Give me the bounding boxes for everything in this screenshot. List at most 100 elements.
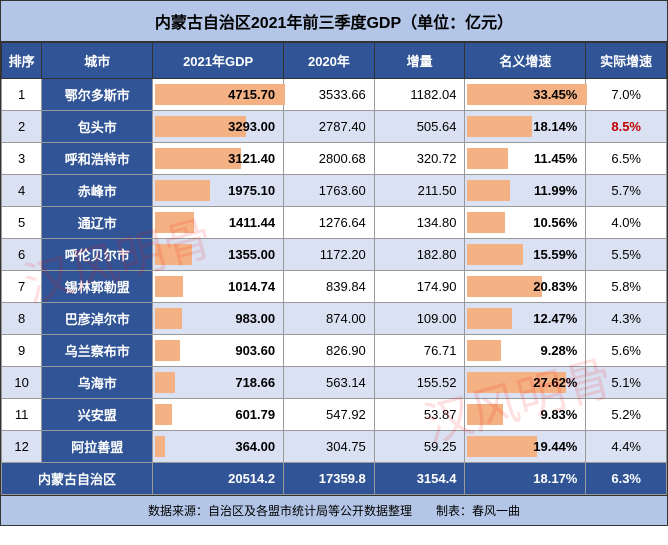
- table-row: 6呼伦贝尔市1355.001172.20182.8015.59%5.5%: [2, 239, 667, 271]
- cell-rank: 12: [2, 431, 42, 463]
- table-row: 9乌兰察布市903.60826.9076.719.28%5.6%: [2, 335, 667, 367]
- cell-rank: 11: [2, 399, 42, 431]
- cell-real: 5.7%: [586, 175, 667, 207]
- cell-2020: 839.84: [284, 271, 375, 303]
- cell-real: 5.8%: [586, 271, 667, 303]
- cell-city: 呼和浩特市: [42, 143, 153, 175]
- cell-rank: 4: [2, 175, 42, 207]
- table-wrapper: 汉风明骨 汉风明骨 排序 城市 2021年GDP 2020年 增量 名义增速 实…: [1, 42, 667, 495]
- cell-increase: 174.90: [374, 271, 465, 303]
- cell-city: 乌兰察布市: [42, 335, 153, 367]
- table-row: 7锡林郭勒盟1014.74839.84174.9020.83%5.8%: [2, 271, 667, 303]
- cell-nominal: 11.45%: [465, 143, 586, 175]
- table-body: 1鄂尔多斯市4715.703533.661182.0433.45%7.0%2包头…: [2, 79, 667, 495]
- cell-2020: 2787.40: [284, 111, 375, 143]
- cell-nominal: 27.62%: [465, 367, 586, 399]
- col-rank: 排序: [2, 43, 42, 79]
- cell-real: 5.5%: [586, 239, 667, 271]
- cell-rank: 7: [2, 271, 42, 303]
- table-row: 11兴安盟601.79547.9253.879.83%5.2%: [2, 399, 667, 431]
- cell-gdp: 3293.00: [153, 111, 284, 143]
- table-title: 内蒙古自治区2021年前三季度GDP（单位：亿元）: [1, 1, 667, 42]
- cell-gdp: 364.00: [153, 431, 284, 463]
- cell-gdp: 983.00: [153, 303, 284, 335]
- cell-increase: 134.80: [374, 207, 465, 239]
- cell-2020: 304.75: [284, 431, 375, 463]
- cell-city: 阿拉善盟: [42, 431, 153, 463]
- cell-city: 鄂尔多斯市: [42, 79, 153, 111]
- table-row: 2包头市3293.002787.40505.6418.14%8.5%: [2, 111, 667, 143]
- table-row: 12阿拉善盟364.00304.7559.2519.44%4.4%: [2, 431, 667, 463]
- cell-city: 兴安盟: [42, 399, 153, 431]
- cell-nominal: 9.83%: [465, 399, 586, 431]
- cell-total-real: 6.3%: [586, 463, 667, 495]
- cell-2020: 1172.20: [284, 239, 375, 271]
- cell-gdp: 1975.10: [153, 175, 284, 207]
- cell-total-inc: 3154.4: [374, 463, 465, 495]
- cell-city: 通辽市: [42, 207, 153, 239]
- cell-nominal: 12.47%: [465, 303, 586, 335]
- cell-increase: 109.00: [374, 303, 465, 335]
- cell-increase: 155.52: [374, 367, 465, 399]
- table-row: 5通辽市1411.441276.64134.8010.56%4.0%: [2, 207, 667, 239]
- col-increase: 增量: [374, 43, 465, 79]
- col-gdp2021: 2021年GDP: [153, 43, 284, 79]
- header-row: 排序 城市 2021年GDP 2020年 增量 名义增速 实际增速: [2, 43, 667, 79]
- cell-increase: 76.71: [374, 335, 465, 367]
- cell-increase: 505.64: [374, 111, 465, 143]
- cell-gdp: 903.60: [153, 335, 284, 367]
- cell-real: 6.5%: [586, 143, 667, 175]
- cell-increase: 211.50: [374, 175, 465, 207]
- col-nominal: 名义增速: [465, 43, 586, 79]
- cell-nominal: 15.59%: [465, 239, 586, 271]
- cell-gdp: 601.79: [153, 399, 284, 431]
- table-row: 3呼和浩特市3121.402800.68320.7211.45%6.5%: [2, 143, 667, 175]
- cell-real: 5.2%: [586, 399, 667, 431]
- cell-gdp: 4715.70: [153, 79, 284, 111]
- col-city: 城市: [42, 43, 153, 79]
- cell-increase: 320.72: [374, 143, 465, 175]
- cell-rank: 1: [2, 79, 42, 111]
- cell-rank: 5: [2, 207, 42, 239]
- cell-2020: 826.90: [284, 335, 375, 367]
- cell-nominal: 18.14%: [465, 111, 586, 143]
- cell-2020: 874.00: [284, 303, 375, 335]
- cell-2020: 2800.68: [284, 143, 375, 175]
- cell-total-2020: 17359.8: [284, 463, 375, 495]
- table-row: 10乌海市718.66563.14155.5227.62%5.1%: [2, 367, 667, 399]
- col-2020: 2020年: [284, 43, 375, 79]
- cell-nominal: 20.83%: [465, 271, 586, 303]
- cell-real: 4.4%: [586, 431, 667, 463]
- cell-city: 呼伦贝尔市: [42, 239, 153, 271]
- table-row: 4赤峰市1975.101763.60211.5011.99%5.7%: [2, 175, 667, 207]
- cell-real: 7.0%: [586, 79, 667, 111]
- cell-increase: 1182.04: [374, 79, 465, 111]
- cell-2020: 3533.66: [284, 79, 375, 111]
- gdp-table-container: 内蒙古自治区2021年前三季度GDP（单位：亿元） 汉风明骨 汉风明骨 排序 城…: [0, 0, 668, 526]
- cell-rank: 8: [2, 303, 42, 335]
- cell-nominal: 11.99%: [465, 175, 586, 207]
- cell-gdp: 3121.40: [153, 143, 284, 175]
- table-footer: 数据来源：自治区及各盟市统计局等公开数据整理 制表：春风一曲: [1, 495, 667, 525]
- cell-2020: 1763.60: [284, 175, 375, 207]
- cell-real: 8.5%: [586, 111, 667, 143]
- cell-city: 包头市: [42, 111, 153, 143]
- cell-rank: 10: [2, 367, 42, 399]
- cell-city: 锡林郭勒盟: [42, 271, 153, 303]
- cell-nominal: 10.56%: [465, 207, 586, 239]
- cell-total-nom: 18.17%: [465, 463, 586, 495]
- cell-rank: 2: [2, 111, 42, 143]
- gdp-table: 排序 城市 2021年GDP 2020年 增量 名义增速 实际增速 1鄂尔多斯市…: [1, 42, 667, 495]
- table-row: 8巴彦淖尔市983.00874.00109.0012.47%4.3%: [2, 303, 667, 335]
- cell-increase: 53.87: [374, 399, 465, 431]
- cell-gdp: 1014.74: [153, 271, 284, 303]
- cell-2020: 547.92: [284, 399, 375, 431]
- cell-city: 乌海市: [42, 367, 153, 399]
- cell-city: 赤峰市: [42, 175, 153, 207]
- cell-gdp: 1411.44: [153, 207, 284, 239]
- cell-real: 5.1%: [586, 367, 667, 399]
- cell-real: 4.3%: [586, 303, 667, 335]
- cell-rank: 6: [2, 239, 42, 271]
- cell-nominal: 9.28%: [465, 335, 586, 367]
- total-row: 内蒙古自治区20514.217359.83154.418.17%6.3%: [2, 463, 667, 495]
